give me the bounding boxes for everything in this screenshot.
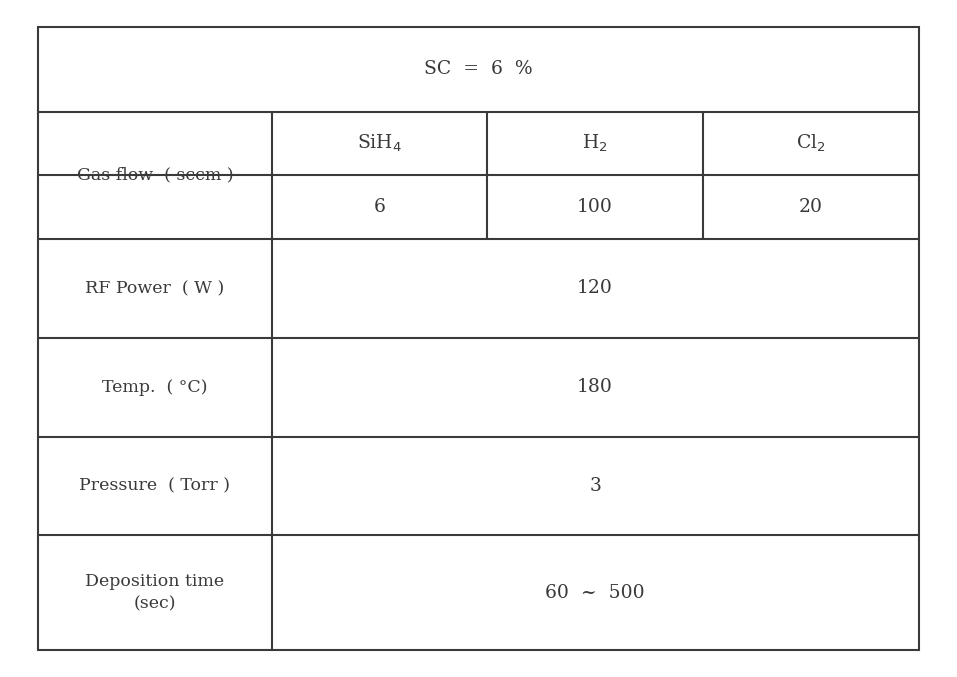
- Text: 60  ~  500: 60 ~ 500: [545, 584, 645, 602]
- Text: Deposition time
(sec): Deposition time (sec): [85, 573, 225, 612]
- Text: 3: 3: [590, 477, 601, 495]
- Text: Pressure  ( Torr ): Pressure ( Torr ): [79, 477, 231, 494]
- Text: 180: 180: [577, 378, 613, 396]
- Text: RF Power  ( W ): RF Power ( W ): [85, 280, 225, 297]
- Text: Cl$_2$: Cl$_2$: [796, 133, 826, 154]
- Text: Gas flow  ( sccm ): Gas flow ( sccm ): [77, 167, 234, 183]
- Text: SC  =  6  %: SC = 6 %: [424, 60, 533, 79]
- Text: SiH$_4$: SiH$_4$: [357, 133, 402, 154]
- Text: 120: 120: [577, 280, 613, 297]
- Text: H$_2$: H$_2$: [582, 133, 608, 154]
- Text: Temp.  ( °C): Temp. ( °C): [102, 378, 208, 395]
- Text: 100: 100: [577, 198, 613, 216]
- Text: 20: 20: [799, 198, 823, 216]
- Text: 6: 6: [373, 198, 386, 216]
